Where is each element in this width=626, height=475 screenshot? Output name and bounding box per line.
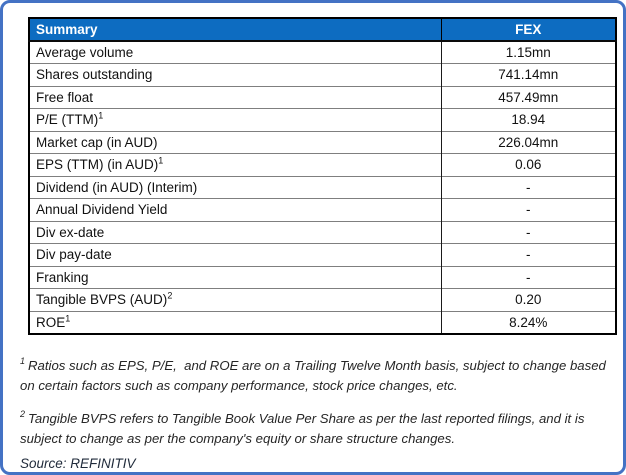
table-header-row: Summary FEX <box>29 18 616 42</box>
row-label: Dividend (in AUD) (Interim) <box>29 175 441 199</box>
row-label: ROE1 <box>29 310 441 334</box>
row-value: 0.06 <box>440 153 616 176</box>
footnote-1-marker: 1 <box>20 356 26 367</box>
table-header-fex: FEX <box>440 18 616 42</box>
table-row: EPS (TTM) (in AUD)1 0.06 <box>29 153 616 176</box>
summary-table: Summary FEX Average volume 1.15mn Shares… <box>28 17 617 335</box>
table-row: Market cap (in AUD) 226.04mn <box>29 130 616 154</box>
footnote-ref: 1 <box>158 155 164 166</box>
table-row: Franking - <box>29 265 616 289</box>
footnote-ref: 2 <box>167 290 173 301</box>
footnote-ref: 1 <box>65 313 71 323</box>
row-label: Div ex-date <box>29 220 441 244</box>
row-value: 226.04mn <box>440 130 616 154</box>
row-value: 18.94 <box>440 108 616 131</box>
row-value: - <box>440 265 616 289</box>
footnote-2: 2 Tangible BVPS refers to Tangible Book V… <box>20 409 619 449</box>
row-value: - <box>440 175 616 199</box>
source-line: Source: REFINITIV <box>20 455 136 471</box>
row-value: 8.24% <box>440 310 616 334</box>
row-label: Tangible BVPS (AUD)2 <box>29 288 441 311</box>
table-header-summary: Summary <box>29 18 441 42</box>
row-value: - <box>440 220 616 244</box>
row-value: 457.49mn <box>440 85 616 109</box>
table-row: P/E (TTM)1 18.94 <box>29 108 616 131</box>
row-label: Free float <box>29 85 441 109</box>
table-row: Free float 457.49mn <box>29 85 616 109</box>
table-row: ROE1 8.24% <box>29 310 616 334</box>
row-label: Average volume <box>29 40 441 64</box>
row-label: Franking <box>29 265 441 289</box>
table-row: Div ex-date - <box>29 220 616 244</box>
row-label: Div pay-date <box>29 243 441 266</box>
footnote-1-text: Ratios such as EPS, P/E, and ROE are on … <box>20 357 610 393</box>
footnote-2-text: Tangible BVPS refers to Tangible Book Va… <box>20 410 589 446</box>
table-row: Shares outstanding 741.14mn <box>29 63 616 86</box>
footnote-ref: 1 <box>98 110 104 121</box>
row-label: Market cap (in AUD) <box>29 130 441 154</box>
table-row: Div pay-date - <box>29 243 616 266</box>
footnote-2-marker: 2 <box>20 409 26 420</box>
row-value: - <box>440 198 616 221</box>
table-row: Average volume 1.15mn <box>29 40 616 64</box>
row-value: 0.20 <box>440 288 616 311</box>
row-label: P/E (TTM)1 <box>29 108 441 131</box>
row-label: Annual Dividend Yield <box>29 198 441 221</box>
row-value: 1.15mn <box>440 40 616 64</box>
table-row: Dividend (in AUD) (Interim) - <box>29 175 616 199</box>
row-label: Shares outstanding <box>29 63 441 86</box>
row-value: 741.14mn <box>440 63 616 86</box>
footnote-1: 1 Ratios such as EPS, P/E, and ROE are on… <box>20 356 619 396</box>
row-value: - <box>440 243 616 266</box>
table-row: Annual Dividend Yield - <box>29 198 616 221</box>
row-label: EPS (TTM) (in AUD)1 <box>29 153 441 176</box>
table-row: Tangible BVPS (AUD)2 0.20 <box>29 288 616 311</box>
